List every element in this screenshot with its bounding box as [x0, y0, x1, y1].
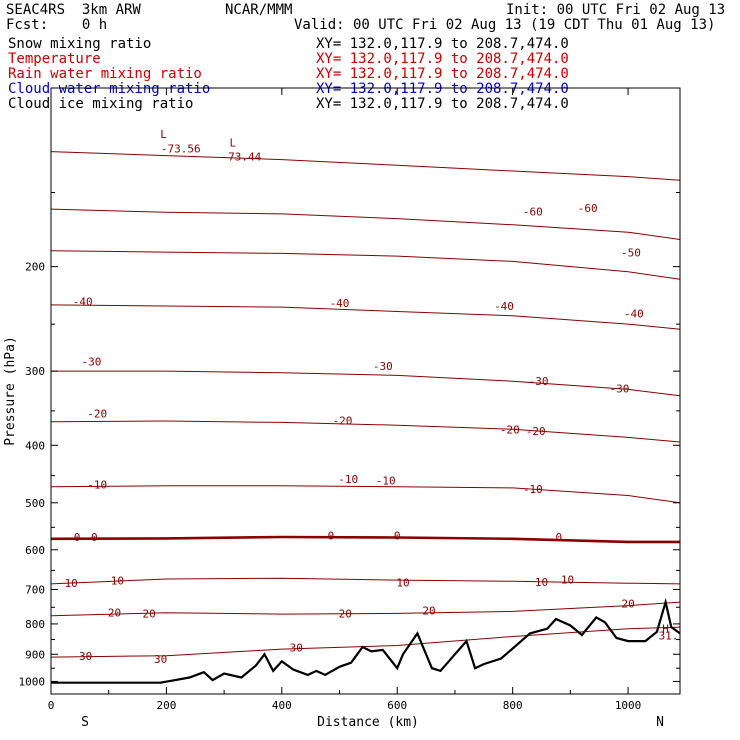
- x-tick-label: 200: [156, 699, 176, 712]
- header-init: Init: 00 UTC Fri 02 Aug 13: [506, 2, 726, 18]
- contour-label: 0: [394, 530, 401, 543]
- field-name-temperature: Temperature: [8, 51, 101, 67]
- contour-label: -40: [330, 297, 350, 310]
- contour-label: -40: [624, 308, 644, 321]
- upper-isotherm: [50, 151, 681, 181]
- contour-label: 20: [108, 606, 121, 619]
- contour-label: 10: [65, 577, 78, 590]
- contour-label: -30: [609, 382, 629, 395]
- terrain-line: [51, 597, 681, 684]
- y-tick-label: 1000: [19, 675, 46, 688]
- contour-label: -30: [373, 360, 393, 373]
- contour-label: -60: [523, 205, 543, 218]
- contour-label: 20: [339, 608, 352, 621]
- x-tick-label: 1000: [615, 699, 642, 712]
- contour-label: 20: [621, 598, 634, 611]
- contour-label: -50: [621, 246, 641, 259]
- isotherm-lines: [50, 151, 681, 658]
- y-tick-label: 600: [25, 544, 45, 557]
- contour-label: 0: [91, 531, 98, 544]
- x-tick-label: 0: [48, 699, 55, 712]
- contour-label: L: [229, 136, 236, 149]
- field-coords-snow: XY= 132.0,117.9 to 208.7,474.0: [316, 36, 569, 52]
- field-name-snow: Snow mixing ratio: [8, 36, 152, 52]
- field-name-cloudice: Cloud ice mixing ratio: [8, 96, 194, 112]
- contour-label: -73.44: [222, 151, 262, 164]
- contour-label: 0: [74, 531, 81, 544]
- contour-label: 10: [111, 574, 124, 587]
- field-name-rain: Rain water mixing ratio: [8, 66, 202, 82]
- x-end-label-north: N: [656, 715, 664, 730]
- isotherm-minus30: [51, 370, 681, 397]
- isotherm-minus10: [50, 485, 681, 504]
- y-tick-label: 500: [25, 497, 45, 510]
- isotherm-20: [50, 601, 681, 617]
- contour-label: 20: [422, 604, 435, 617]
- y-tick-label: 700: [25, 584, 45, 597]
- contour-label: 10: [396, 577, 409, 590]
- contour-label: L: [160, 128, 167, 141]
- isotherm-minus20: [50, 420, 681, 443]
- header-org: NCAR/MMM: [225, 2, 293, 18]
- contour-label: -60: [578, 202, 598, 215]
- field-coords-cloudwater: XY= 132.0,117.9 to 208.7,474.0: [316, 81, 569, 97]
- contour-label: 30: [79, 650, 92, 663]
- x-tick-label: 800: [503, 699, 523, 712]
- contour-label: -20: [500, 424, 520, 437]
- x-axis-label: Distance (km): [317, 715, 419, 730]
- contour-label: 0: [328, 530, 335, 543]
- field-coords-temperature: XY= 132.0,117.9 to 208.7,474.0: [316, 51, 569, 67]
- y-tick-label: 400: [25, 439, 45, 452]
- contour-label: 20: [142, 608, 155, 621]
- contour-label: -10: [523, 483, 543, 496]
- x-tick-label: 600: [387, 699, 407, 712]
- isotherm-10: [50, 577, 681, 585]
- isotherm-0: [50, 535, 680, 544]
- header-fcst: Fcst: 0 h: [6, 17, 108, 33]
- axes: 0 200 400 600 800 100020030040050060070080090…: [19, 88, 680, 712]
- contour-label: 31.: [659, 630, 679, 643]
- y-axis-label: Pressure (hPa): [3, 336, 18, 446]
- y-tick-label: 200: [25, 261, 45, 274]
- contour-label: 10: [535, 576, 548, 589]
- contour-label: 30: [154, 653, 167, 666]
- contour-label: -30: [529, 375, 549, 388]
- contour-label: -30: [81, 355, 101, 368]
- contour-label: -40: [494, 300, 514, 313]
- contour-label: 0: [555, 531, 562, 544]
- field-coords-rain: XY= 132.0,117.9 to 208.7,474.0: [316, 66, 569, 82]
- isotherm-30: [50, 626, 681, 658]
- header-model: SEAC4RS 3km ARW: [6, 2, 141, 18]
- contour-label: -10: [338, 473, 358, 486]
- contour-label: 10: [561, 574, 574, 587]
- y-tick-label: 900: [25, 648, 45, 661]
- contour-label: -20: [526, 425, 546, 438]
- isotherm-minus40: [50, 304, 681, 330]
- x-tick-label: 400: [272, 699, 292, 712]
- plot-frame: [50, 87, 681, 695]
- contour-label: H: [662, 623, 669, 636]
- y-tick-label: 300: [25, 365, 45, 378]
- x-end-label-south: S: [81, 715, 89, 730]
- contour-label: -73.56: [161, 143, 201, 156]
- field-coords-cloudice: XY= 132.0,117.9 to 208.7,474.0: [316, 96, 569, 112]
- contour-label: -20: [332, 415, 352, 428]
- contour-label: -40: [73, 296, 93, 309]
- isotherm-minus60: [50, 208, 681, 240]
- contour-labels: -73.44 -73.56 L L -60 -60 -50 -40 -40 -40 -40 -30 -3…: [65, 128, 679, 666]
- field-name-cloudwater: Cloud water mixing ratio: [8, 81, 211, 97]
- contour-label: 30: [290, 642, 303, 655]
- terrain-profile: [51, 597, 681, 684]
- isotherm-minus50: [50, 250, 681, 280]
- header-valid: Valid: 00 UTC Fri 02 Aug 13 (19 CDT Thu …: [294, 17, 716, 33]
- contour-label: -20: [87, 408, 107, 421]
- y-tick-label: 800: [25, 618, 45, 631]
- contour-label: -10: [87, 479, 107, 492]
- contour-label: -10: [376, 474, 396, 487]
